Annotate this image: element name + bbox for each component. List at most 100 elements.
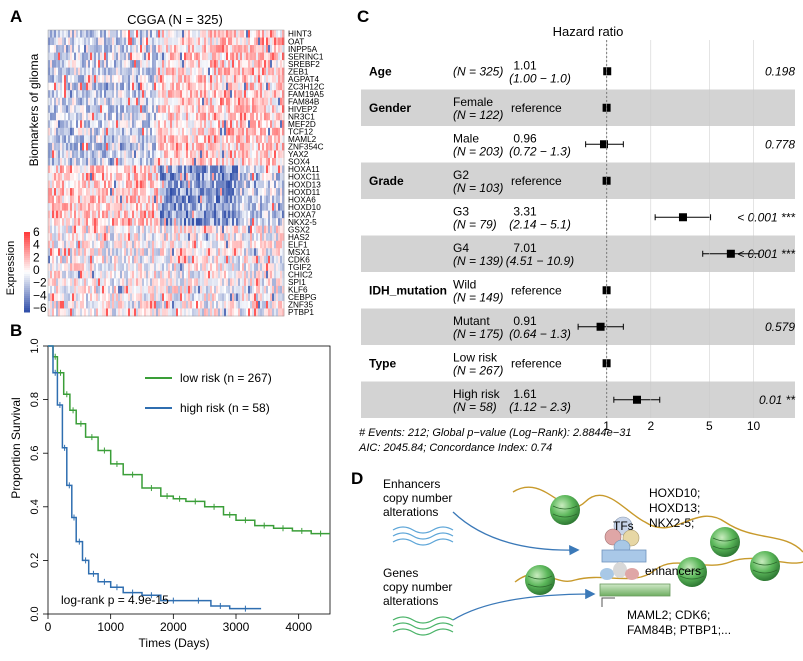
tfs-label: TFs [613, 519, 634, 533]
gene-label: FAM19A5 [288, 90, 324, 99]
gene-label: INPP5A [288, 45, 318, 54]
level-name: G3 [453, 204, 469, 218]
confidence-interval: (1.12 − 2.3) [509, 400, 571, 414]
hazard-ratio-value: reference [511, 174, 562, 188]
level-name: G2 [453, 168, 469, 182]
km-ytick: 0.2 [29, 553, 41, 568]
legend-tick: 4 [33, 238, 40, 252]
km-ytick: 0.6 [29, 446, 41, 461]
forest-xtick: 5 [706, 419, 713, 433]
confidence-interval: (0.64 − 1.3) [509, 327, 571, 341]
gene-label: MAML2 [288, 135, 317, 144]
gene-label: HAS2 [288, 233, 310, 242]
genes-cna-line2: copy number [383, 580, 452, 594]
n-count: (N = 79) [453, 217, 497, 231]
legend-tick: 2 [33, 250, 40, 264]
n-count: (N = 267) [453, 363, 503, 377]
gene-label: TGIF2 [288, 263, 312, 272]
variable-name: Age [369, 64, 392, 78]
hazard-ratio-value: reference [511, 283, 562, 297]
panel-c-svg: C Hazard ratio Age (N = 325) 1.01(1.00 − 1… [357, 7, 795, 454]
hazard-ratio-value: 0.91 [513, 314, 537, 328]
panel-a-label: A [10, 7, 22, 26]
legend-tick: 6 [33, 225, 40, 239]
panel-a: A CGGA (N = 325) Biomarkers of glioma HI… [0, 0, 345, 318]
variable-name: Type [369, 356, 396, 370]
forest-footer-2: AIC: 2045.84; Concordance Index: 0.74 [358, 442, 552, 454]
forest-xtick: 1 [603, 419, 610, 433]
p-value: 0.778 [765, 137, 795, 151]
enhancers-label: enhancers [645, 564, 701, 578]
gene-label: SERINC1 [288, 52, 324, 61]
gene-label: HOXA6 [288, 195, 316, 204]
legend-high-risk-label: high risk (n = 58) [180, 401, 270, 415]
p-value: 0.198 [765, 64, 795, 78]
gene-label: ELF1 [288, 241, 308, 250]
panel-b-label: B [10, 321, 22, 340]
gene-label: MEF2D [288, 120, 316, 129]
n-count: (N = 58) [453, 400, 497, 414]
hazard-ratio-value: 7.01 [513, 241, 537, 255]
enhancers-cna-line1: Enhancers [383, 477, 440, 491]
km-ytick: 0.8 [29, 392, 41, 407]
gene-label: ZNF35 [288, 301, 313, 310]
hazard-ratio-value: reference [511, 356, 562, 370]
enhancer-waves-icon [392, 526, 454, 546]
panel-b-svg: B 0 1000 2000 3000 4000 0.0 0.2 0.4 0.6 0.8 1.0 Ti… [9, 321, 331, 650]
forest-xtick: 10 [747, 419, 761, 433]
p-value: < 0.001 *** [737, 247, 795, 261]
panel-c: C Hazard ratio Age (N = 325) 1.01 (1.00 − 1… [345, 0, 803, 462]
gene-label: YAX2 [288, 150, 309, 159]
gene-label: HINT3 [288, 30, 312, 39]
km-xtick: 4000 [285, 620, 312, 634]
km-xtick: 3000 [223, 620, 250, 634]
genes-cna-line3: alterations [383, 594, 438, 608]
level-name: Male [453, 131, 479, 145]
km-plot-frame [47, 345, 331, 615]
level-name: Mutant [453, 314, 490, 328]
gene-waves-icon [392, 616, 454, 636]
variable-name: Gender [369, 101, 411, 115]
gene-label: NR3C1 [288, 113, 315, 122]
panel-d-label: D [351, 469, 363, 488]
target-genes-line2: FAM84B; PTBP1;... [627, 623, 731, 637]
hr-point [726, 249, 735, 258]
km-ytick: 0.0 [29, 606, 41, 621]
p-value: 0.01 ** [759, 393, 795, 407]
gene-label: NKX2-5 [288, 218, 317, 227]
km-xtick: 1000 [97, 620, 124, 634]
gene-label: ZEB1 [288, 67, 309, 76]
genes-cna-line1: Genes [383, 566, 418, 580]
legend-tick: −4 [33, 288, 47, 302]
level-name: Wild [453, 277, 476, 291]
legend-title: Expression [5, 241, 17, 295]
chromatin-fiber-bottom [514, 557, 803, 583]
gene-label: ZC3H12C [288, 82, 324, 91]
level-name: Female [453, 95, 493, 109]
n-count: (N = 149) [453, 290, 503, 304]
forest-footer-1: # Events: 212; Global p−value (Log−Rank)… [359, 427, 631, 439]
gene-label: CDK6 [288, 256, 310, 265]
gene-label: HOXD10 [288, 203, 321, 212]
high-risk-curve [48, 345, 262, 610]
confidence-interval: (4.51 − 10.9) [506, 254, 574, 268]
km-xtick: 2000 [160, 620, 187, 634]
legend-tick: 0 [33, 263, 40, 277]
gene-label: FAM84B [288, 98, 320, 107]
gene-label: HOXD13 [288, 180, 321, 189]
n-count: (N = 325) [453, 64, 503, 78]
km-xtick: 0 [45, 620, 52, 634]
gene-label: AGPAT4 [288, 75, 320, 84]
gene-label: HOXD11 [288, 188, 321, 197]
km-plot: 0 1000 2000 3000 4000 0.0 0.2 0.4 0.6 0.8 1.0 [29, 338, 331, 634]
hr-point [632, 395, 641, 404]
gene-label: HIVEP2 [288, 105, 318, 114]
gene-label: GSX2 [288, 225, 310, 234]
heatmap-title: CGGA (N = 325) [127, 12, 223, 27]
panel-c-label: C [357, 7, 369, 26]
legend-tick: −2 [33, 276, 47, 290]
confidence-interval: (0.72 − 1.3) [509, 144, 571, 158]
enhancers-cna-line3: alterations [383, 505, 438, 519]
level-name: High risk [453, 387, 501, 401]
gene-label: CEBPG [288, 293, 317, 302]
